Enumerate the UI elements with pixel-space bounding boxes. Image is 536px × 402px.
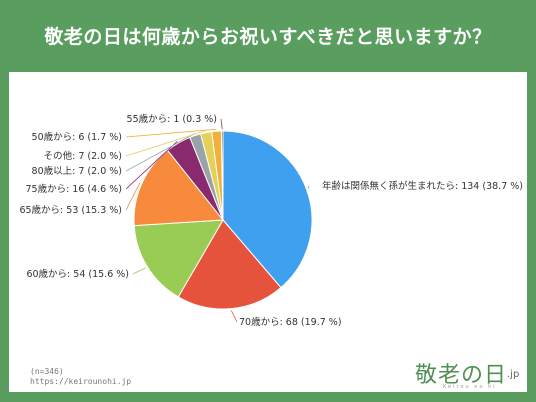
leader-line — [125, 182, 141, 211]
leader-line — [125, 128, 217, 138]
leader-line — [125, 130, 206, 157]
sample-size: (n=346) — [30, 367, 64, 376]
source-url: https://keirounohi.jp — [30, 377, 132, 386]
slice-label: 70歳から: 68 (19.7 %) — [239, 316, 342, 328]
pie-slice — [177, 219, 282, 310]
sample-note: (n=346) https://keirounohi.jp — [30, 367, 131, 387]
slice-label: 75歳から: 16 (4.6 %) — [26, 183, 123, 195]
pie-slice — [222, 130, 313, 289]
slice-label: 80歳以上: 7 (2.0 %) — [32, 165, 122, 177]
leader-line — [220, 118, 223, 130]
chart-panel: 年齢は関係無く孫が生まれたら: 134 (38.7 %) 70歳から: 68 (1… — [9, 72, 527, 392]
slice-label: 年齢は関係無く孫が生まれたら: 134 (38.7 %) — [322, 180, 523, 192]
slice-label: 50歳から: 6 (1.7 %) — [32, 131, 122, 143]
leader-line — [132, 267, 146, 275]
pie-slice — [220, 130, 224, 221]
logo-suffix: .jp — [507, 369, 520, 380]
pie-chart: 年齢は関係無く孫が生まれたら: 134 (38.7 %) 70歳から: 68 (1… — [19, 113, 523, 328]
logo-text: 敬老の日 — [415, 363, 508, 388]
slice-label: 60歳から: 54 (15.6 %) — [26, 268, 129, 280]
slice-label: 55歳から: 1 (0.3 %) — [127, 113, 217, 125]
slice-label: 65歳から: 53 (15.3 %) — [19, 204, 122, 216]
slice-label: その他: 7 (2.0 %) — [44, 150, 122, 162]
leader-line — [230, 310, 238, 323]
leader-line — [125, 133, 195, 172]
site-logo: 敬老の日 .jp Keirou no hi — [415, 357, 525, 391]
leader-line — [125, 141, 178, 190]
logo-sub: Keirou no hi — [443, 384, 497, 390]
chart-title: 敬老の日は何歳からお祝いすべきだと思いますか？ — [44, 25, 492, 48]
leader-line — [308, 185, 310, 189]
pie-slice — [133, 219, 224, 298]
